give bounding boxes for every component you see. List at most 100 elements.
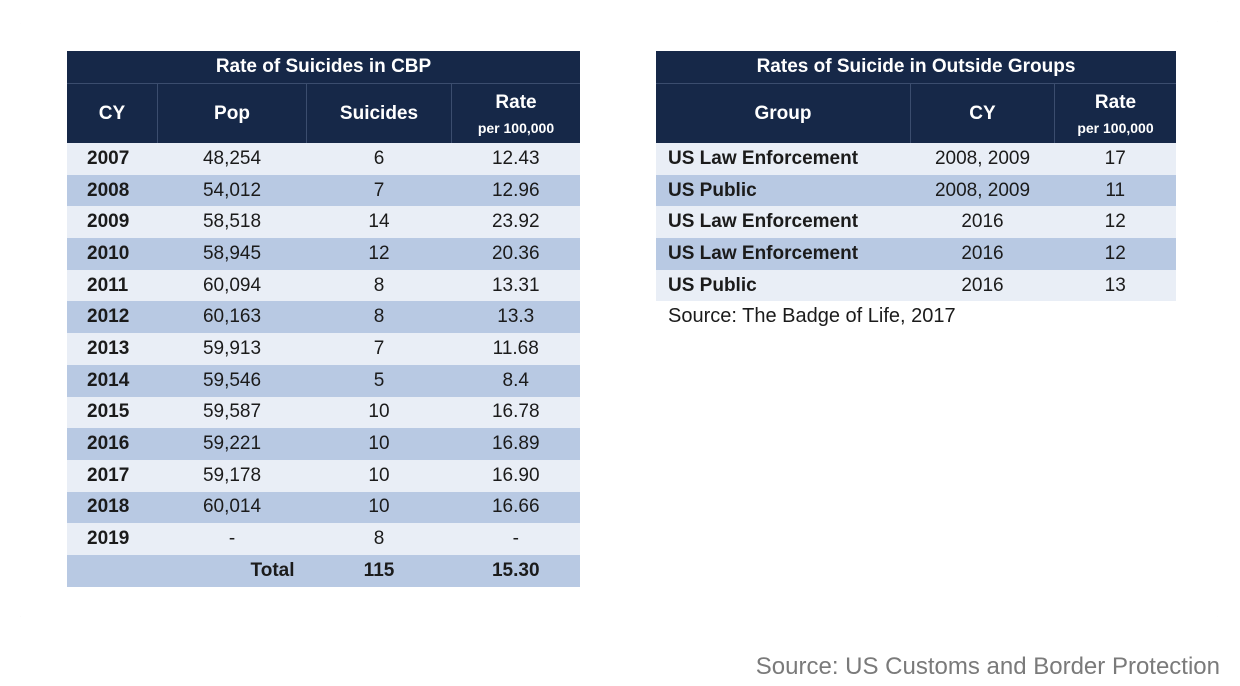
cell-suicides: 7 <box>306 333 452 365</box>
cell-rate: 11.68 <box>451 333 580 365</box>
cell-pop: 59,221 <box>157 428 307 460</box>
cell-group: US Public <box>656 174 911 207</box>
cell-suicides: 12 <box>306 238 452 270</box>
cell-rate: 8.4 <box>451 364 580 397</box>
cell-suicides: 8 <box>306 523 452 555</box>
rate-sublabel: per 100,000 <box>1077 119 1154 136</box>
rate-label: Rate <box>495 91 537 113</box>
cell-cy: 2016 <box>67 428 158 460</box>
cell-rate: 16.89 <box>451 428 580 460</box>
cell-pop: 60,014 <box>157 491 307 524</box>
table-row: 2009 58,518 14 23.92 <box>67 206 580 239</box>
cell-cy: 2016 <box>910 206 1055 239</box>
cell-rate: 17 <box>1054 143 1176 175</box>
page-source-caption: Source: US Customs and Border Protection <box>755 653 1220 680</box>
cell-cy: 2011 <box>67 269 158 302</box>
cell-cy: 2007 <box>67 143 158 175</box>
table-row: US Public 2016 13 <box>656 269 1176 302</box>
table-row: 2014 59,546 5 8.4 <box>67 364 580 397</box>
cell-cy: 2015 <box>67 396 158 429</box>
cell-rate: 13.3 <box>451 301 580 334</box>
cell-rate: 13 <box>1054 269 1176 302</box>
col-header-pop: Pop <box>157 83 307 143</box>
table-row: US Law Enforcement 2016 12 <box>656 206 1176 239</box>
cell-group: US Law Enforcement <box>656 238 911 270</box>
cell-suicides: 8 <box>306 301 452 334</box>
table-row: 2013 59,913 7 11.68 <box>67 333 580 365</box>
cell-pop: 59,546 <box>157 364 307 397</box>
table-row: 2019-8- <box>67 523 580 555</box>
cell-empty <box>67 554 158 587</box>
table-row: 2008 54,012 7 12.96 <box>67 174 580 207</box>
table-row: 2016 59,221 10 16.89 <box>67 428 580 460</box>
cell-rate: 23.92 <box>451 206 580 239</box>
cbp-suicide-table: Rate of Suicides in CBP CY Pop Suicides … <box>67 51 580 587</box>
cbp-table-title: Rate of Suicides in CBP <box>67 51 580 84</box>
outside-table-source: Source: The Badge of Life, 2017 <box>668 305 956 327</box>
cell-cy: 2008 <box>67 174 158 207</box>
table-row: 2015 59,587 10 16.78 <box>67 396 580 429</box>
outside-table-body: US Law Enforcement 2008, 2009 17 US Public 2… <box>656 143 1176 302</box>
col-header-rate: Rate per 100,000 <box>1054 83 1176 143</box>
cell-rate: 13.31 <box>451 269 580 302</box>
cell-pop: - <box>157 523 307 555</box>
cell-suicides: 10 <box>306 491 452 524</box>
col-header-rate: Rate per 100,000 <box>451 83 580 143</box>
cell-rate: 16.78 <box>451 396 580 429</box>
cell-pop: 54,012 <box>157 174 307 207</box>
cell-rate: 12 <box>1054 238 1176 270</box>
col-header-cy: CY <box>67 83 158 143</box>
cell-cy: 2008, 2009 <box>910 174 1055 207</box>
cell-cy: 2017 <box>67 459 158 492</box>
cell-cy: 2014 <box>67 364 158 397</box>
cell-suicides: 10 <box>306 428 452 460</box>
cell-suicides: 10 <box>306 396 452 429</box>
cell-cy: 2012 <box>67 301 158 334</box>
cell-rate: 16.90 <box>451 459 580 492</box>
cell-rate: 20.36 <box>451 238 580 270</box>
cell-group: US Law Enforcement <box>656 143 911 175</box>
cell-cy: 2008, 2009 <box>910 143 1055 175</box>
cell-pop: 59,178 <box>157 459 307 492</box>
total-label: Total <box>157 554 307 587</box>
cbp-table-body: 2007 48,254 6 12.43 2008 54,012 7 12.96 2009 58,5… <box>67 143 580 587</box>
cell-cy: 2018 <box>67 491 158 524</box>
cell-suicides: 6 <box>306 143 452 175</box>
cell-rate: 16.66 <box>451 491 580 524</box>
cell-cy: 2009 <box>67 206 158 239</box>
cell-cy: 2016 <box>910 269 1055 302</box>
cell-group: US Law Enforcement <box>656 206 911 239</box>
total-rate: 15.30 <box>451 554 580 587</box>
total-row: Total 115 15.30 <box>67 554 580 587</box>
cell-pop: 58,945 <box>157 238 307 270</box>
outside-table-title: Rates of Suicide in Outside Groups <box>656 51 1176 84</box>
table-row: 2018 60,014 10 16.66 <box>67 491 580 524</box>
rate-sublabel: per 100,000 <box>477 119 555 136</box>
table-row: US Public 2008, 2009 11 <box>656 174 1176 207</box>
cell-cy: 2010 <box>67 238 158 270</box>
col-header-cy: CY <box>910 83 1055 143</box>
cell-rate: 11 <box>1054 174 1176 207</box>
cell-suicides: 5 <box>306 364 452 397</box>
cell-pop: 59,587 <box>157 396 307 429</box>
outside-groups-table: Rates of Suicide in Outside Groups Group… <box>656 51 1176 302</box>
cell-pop: 60,163 <box>157 301 307 334</box>
cell-rate: 12 <box>1054 206 1176 239</box>
cell-rate: 12.96 <box>451 174 580 207</box>
col-header-group: Group <box>656 83 911 143</box>
table-row: 2007 48,254 6 12.43 <box>67 143 580 175</box>
total-suicides: 115 <box>306 554 452 587</box>
col-header-suicides: Suicides <box>306 83 452 143</box>
cell-group: US Public <box>656 269 911 302</box>
cell-pop: 48,254 <box>157 143 307 175</box>
table-row: 2010 58,945 12 20.36 <box>67 238 580 270</box>
cell-pop: 58,518 <box>157 206 307 239</box>
table-row: 2017 59,178 10 16.90 <box>67 459 580 492</box>
cell-cy: 2016 <box>910 238 1055 270</box>
cell-suicides: 7 <box>306 174 452 207</box>
rate-label: Rate <box>1094 91 1137 113</box>
cell-suicides: 10 <box>306 459 452 492</box>
cell-cy: 2019 <box>67 523 158 555</box>
cell-cy: 2013 <box>67 333 158 365</box>
cell-suicides: 14 <box>306 206 452 239</box>
